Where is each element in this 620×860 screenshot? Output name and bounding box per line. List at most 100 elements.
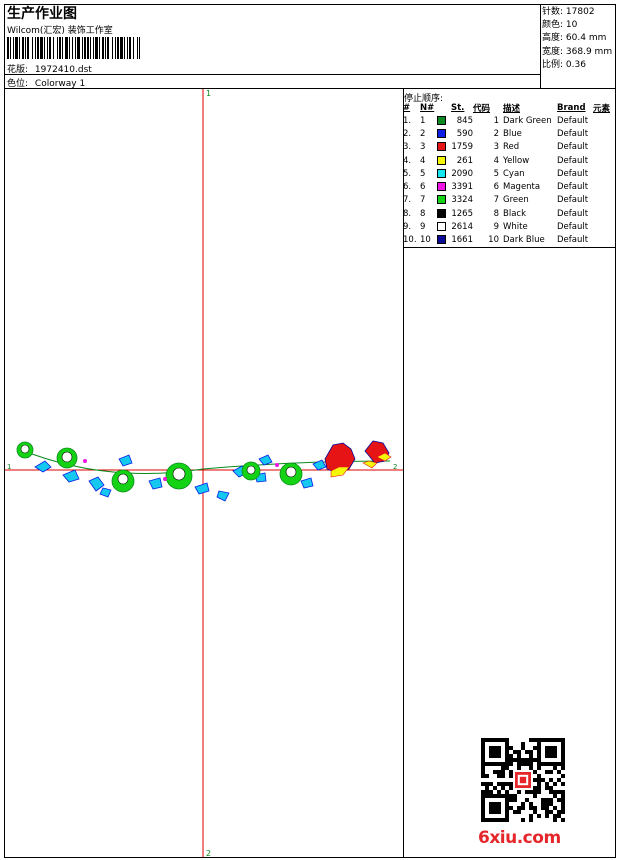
barcode-bar <box>129 37 131 59</box>
site-watermark: 6xiu.com <box>478 828 561 848</box>
row-needle: 3 <box>420 142 426 153</box>
color-swatch <box>437 222 446 232</box>
row-brand: Default <box>557 168 589 179</box>
row-needle: 6 <box>420 182 426 193</box>
row-stitches: 2614 <box>451 222 473 233</box>
row-code: 4 <box>493 155 499 166</box>
table-row: 7. 7 3324 7 Green Default <box>403 194 615 207</box>
row-brand: Default <box>557 182 589 193</box>
barcode-bar <box>112 37 113 59</box>
barcode-bar <box>62 37 63 59</box>
stats-block: 针数: 17802 颜色: 10 高度: 60.4 mm 宽度: 368.9 m… <box>542 6 612 72</box>
table-row: 4. 4 261 4 Yellow Default <box>403 154 615 167</box>
barcode-bar <box>69 37 70 59</box>
barcode-bar <box>49 37 51 59</box>
row-stitches: 3324 <box>451 195 473 206</box>
barcode-bar <box>57 37 58 59</box>
row-element <box>593 114 615 127</box>
row-description: Cyan <box>503 168 525 179</box>
row-element <box>593 234 615 247</box>
table-row: 5. 5 2090 5 Cyan Default <box>403 167 615 180</box>
barcode-bar <box>133 37 134 59</box>
row-swatch <box>437 114 451 127</box>
row-description: Dark Blue <box>503 235 545 246</box>
barcode-bar <box>19 37 20 59</box>
row-description: Black <box>503 208 526 219</box>
row-index: 1. <box>403 115 412 126</box>
row-description: Red <box>503 142 520 153</box>
barcode-bar <box>35 37 36 59</box>
design-value: 1972410.dst <box>34 65 92 75</box>
panel-divider <box>403 88 404 858</box>
row-element <box>593 194 615 207</box>
barcode-bar <box>25 37 26 59</box>
row-swatch <box>437 207 451 220</box>
row-brand: Default <box>557 195 589 206</box>
row-stitches: 261 <box>456 155 473 166</box>
barcode-bar <box>77 37 80 59</box>
row-stitches: 1759 <box>451 142 473 153</box>
row-element <box>593 154 615 167</box>
color-swatch <box>437 208 446 218</box>
table-row: 2. 2 590 2 Blue Default <box>403 127 615 140</box>
table-row: 3. 3 1759 3 Red Default <box>403 141 615 154</box>
row-needle: 4 <box>420 155 426 166</box>
barcode-bar <box>102 37 104 59</box>
barcode-bar <box>7 37 9 59</box>
col-needle: N# <box>420 103 435 113</box>
row-index: 7. <box>403 195 412 206</box>
row-index: 2. <box>403 128 412 139</box>
table-row: 10. 10 1661 10 Dark Blue Default <box>403 234 615 247</box>
row-needle: 9 <box>420 222 426 233</box>
meta-divider <box>4 74 540 75</box>
barcode-bar <box>139 37 140 59</box>
row-swatch <box>437 167 451 180</box>
axis-label-right: 2 <box>393 463 397 471</box>
row-code: 10 <box>488 235 499 246</box>
barcode-bar <box>59 37 61 59</box>
col-element: 元素 <box>593 104 611 114</box>
design-preview: 1 2 1 2 <box>5 89 403 857</box>
row-brand: Default <box>557 155 589 166</box>
row-element <box>593 141 615 154</box>
row-stitches: 590 <box>456 128 473 139</box>
stop-sequence-title: 停止顺序: <box>404 94 444 104</box>
row-element <box>593 180 615 193</box>
sheet-frame <box>4 4 616 858</box>
row-description: Magenta <box>503 182 541 193</box>
row-brand: Default <box>557 115 589 126</box>
row-swatch <box>437 234 451 247</box>
barcode-bar <box>99 37 100 59</box>
table-row: 8. 8 1265 8 Black Default <box>403 207 615 220</box>
barcode-bar <box>127 37 128 59</box>
studio-name: Wilcom(汇宏) 装饰工作室 <box>7 26 113 36</box>
row-code: 3 <box>493 142 499 153</box>
row-element <box>593 207 615 220</box>
col-stitches: St. <box>451 103 465 113</box>
barcode <box>7 37 140 59</box>
col-brand: Brand <box>557 103 586 113</box>
axis-label-top: 1 <box>206 89 211 98</box>
row-element <box>593 220 615 233</box>
stat-row: 高度: 60.4 mm <box>542 33 607 44</box>
row-needle: 10 <box>420 235 431 246</box>
row-swatch <box>437 141 451 154</box>
row-stitches: 3391 <box>451 182 473 193</box>
barcode-bar <box>32 37 33 59</box>
table-row: 9. 9 2614 9 White Default <box>403 220 615 233</box>
page-title: 生产作业图 <box>7 6 77 22</box>
row-index: 3. <box>403 142 412 153</box>
stat-row: 颜色: 10 <box>542 20 578 31</box>
row-code: 1 <box>493 115 499 126</box>
barcode-bar <box>65 37 68 59</box>
row-brand: Default <box>557 208 589 219</box>
color-swatch <box>437 155 446 165</box>
row-swatch <box>437 154 451 167</box>
colorway-label: 色位: <box>7 79 29 89</box>
stats-divider <box>540 4 541 88</box>
design-label: 花版: <box>7 65 29 75</box>
barcode-bar <box>84 37 86 59</box>
barcode-bar <box>87 37 89 59</box>
axis-label-bottom: 2 <box>206 849 211 857</box>
embroidery-floral-garland <box>16 440 392 502</box>
